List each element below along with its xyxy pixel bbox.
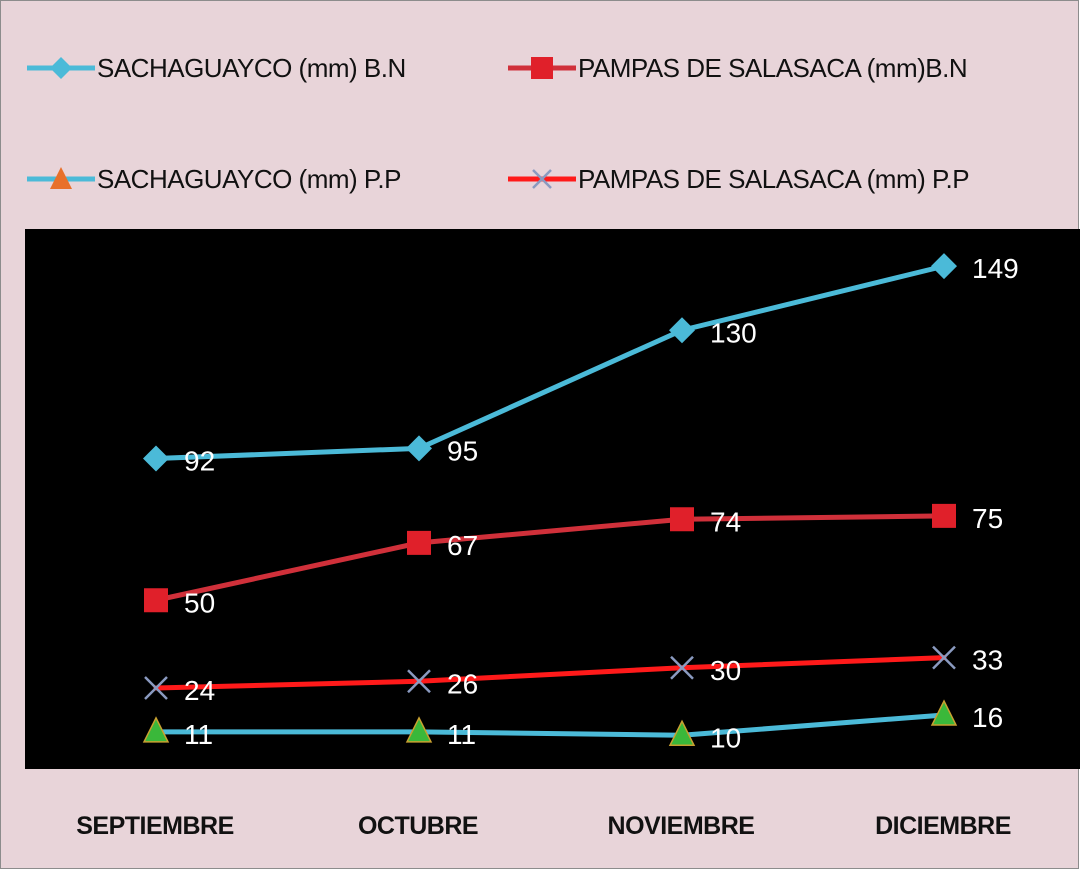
x-tick-label: SEPTIEMBRE (76, 812, 234, 840)
data-point-triangle (405, 716, 433, 743)
data-point-x (144, 676, 168, 700)
plot-area (25, 229, 1080, 769)
data-label: 11 (184, 719, 213, 750)
data-label: 149 (972, 253, 1019, 284)
x-stroke (407, 669, 431, 694)
data-label: 33 (972, 645, 1003, 676)
series-2: 50 67 74 75 (144, 503, 1003, 618)
legend: SACHAGUAYCO (mm) B.N PAMPAS DE SALASACA … (1, 1, 1081, 226)
data-label: 50 (184, 587, 215, 618)
legend-item-sachaguayco-pp: SACHAGUAYCO (mm) P.P (27, 159, 401, 199)
data-point-diamond (406, 435, 432, 462)
x-stroke (932, 645, 956, 670)
triangle-icon (27, 167, 95, 189)
x-tick-label: NOVIEMBRE (607, 812, 755, 840)
legend-label: PAMPAS DE SALASACA (mm) P.P (578, 163, 970, 194)
legend-label: PAMPAS DE SALASACA (mm)B.N (578, 52, 968, 83)
square-icon (508, 57, 576, 79)
data-label: 75 (972, 503, 1003, 534)
data-point-x (670, 655, 694, 680)
legend-item-sachaguayco-bn: SACHAGUAYCO (mm) B.N (27, 48, 406, 88)
data-label: 24 (184, 675, 215, 706)
legend-item-pampas-bn: PAMPAS DE SALASACA (mm)B.N (508, 48, 968, 88)
legend-item-pampas-pp: PAMPAS DE SALASACA (mm) P.P (508, 159, 970, 199)
data-point-triangle (930, 699, 958, 726)
data-label: 30 (710, 655, 741, 686)
data-point-square (670, 507, 694, 532)
data-point-square (407, 530, 431, 555)
x-stroke (144, 676, 168, 700)
data-label: 74 (710, 506, 741, 537)
data-point-x (932, 645, 956, 670)
data-point-diamond (143, 445, 169, 472)
data-point-triangle (142, 716, 170, 743)
legend-label: SACHAGUAYCO (mm) B.N (97, 52, 406, 83)
series-line (153, 263, 947, 461)
x-marker-icon (508, 169, 576, 189)
series-1: 92 95 130 149 (143, 253, 1019, 477)
data-point-diamond (931, 253, 957, 280)
series-line (153, 513, 947, 603)
series-line (153, 712, 947, 738)
x-tick-label: OCTUBRE (357, 812, 479, 840)
data-point-square (144, 588, 168, 613)
data-label: 67 (447, 530, 478, 561)
data-label: 10 (710, 722, 741, 753)
data-label: 95 (447, 435, 478, 466)
data-point-triangle (668, 719, 696, 746)
series-layer: 92 95 130 149 50 67 74 75 11 11 10 16 24 26 30 33 (142, 253, 1019, 753)
data-label: 26 (447, 668, 478, 699)
data-label: 11 (447, 719, 476, 750)
x-stroke (670, 655, 694, 680)
legend-label: SACHAGUAYCO (mm) P.P (97, 163, 401, 194)
x-tick-label: DICIEMBRE (875, 812, 1011, 840)
series-3: 11 11 10 16 (142, 699, 1003, 753)
diamond-icon (27, 57, 95, 79)
data-point-square (932, 503, 956, 528)
data-label: 130 (710, 317, 757, 348)
data-label: 92 (184, 446, 215, 477)
series-4: 24 26 30 33 (144, 645, 1003, 706)
data-label: 16 (972, 702, 1003, 733)
data-point-x (407, 669, 431, 694)
data-point-diamond (669, 317, 695, 344)
series-line (153, 655, 947, 691)
